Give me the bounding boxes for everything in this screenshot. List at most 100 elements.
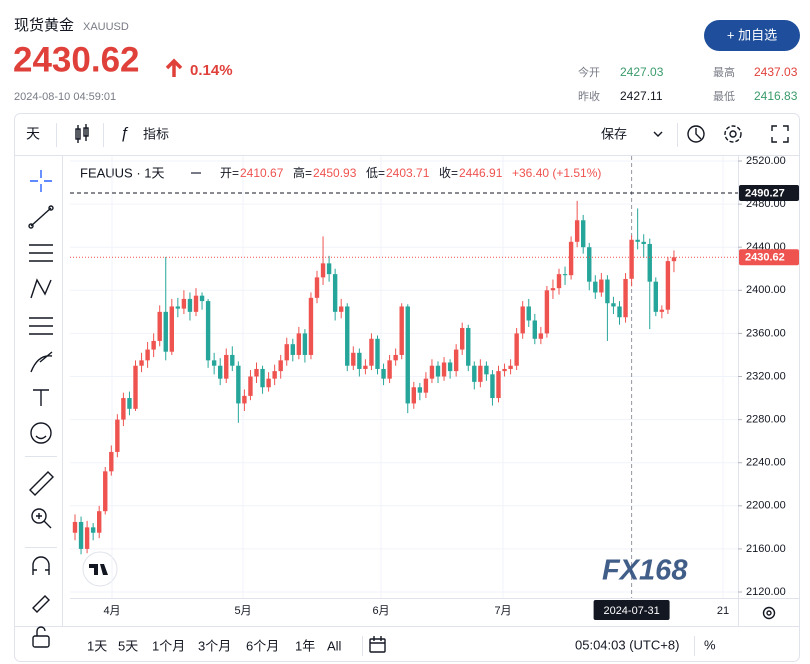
stat-label: 今开 bbox=[578, 65, 600, 79]
x-tick-label: 21 bbox=[717, 605, 729, 617]
candle-body bbox=[593, 281, 598, 293]
change: 0.14% bbox=[190, 62, 233, 79]
date-range-button[interactable] bbox=[369, 636, 386, 653]
range-button[interactable]: 6个月 bbox=[246, 638, 279, 653]
symbol: XAUUSD bbox=[83, 21, 129, 33]
candle-body bbox=[115, 419, 120, 452]
candle-body bbox=[97, 511, 102, 533]
watchlist-button[interactable] bbox=[704, 20, 800, 51]
candle-body bbox=[399, 306, 404, 355]
candle-body bbox=[211, 360, 217, 366]
y-tick-label: 2400.00 bbox=[746, 284, 786, 296]
candle-body bbox=[296, 333, 302, 355]
candle-body bbox=[254, 368, 259, 377]
range-button[interactable]: All bbox=[327, 638, 342, 653]
range-button[interactable]: 1年 bbox=[295, 638, 315, 653]
candle-body bbox=[484, 365, 489, 375]
candle-body bbox=[145, 349, 150, 361]
drawing-tools[interactable] bbox=[28, 170, 54, 648]
stat-value: 2427.03 bbox=[620, 65, 664, 79]
y-tick-label: 2320.00 bbox=[746, 370, 786, 382]
candle-body bbox=[387, 360, 392, 379]
axis-settings[interactable] bbox=[762, 606, 776, 620]
candle-body bbox=[496, 371, 501, 399]
watchlist-button-label[interactable]: + 加自选 bbox=[727, 27, 777, 42]
candle-body bbox=[339, 306, 344, 312]
candle-body bbox=[393, 354, 398, 361]
legend-label: 收= bbox=[439, 166, 458, 180]
candle-body bbox=[460, 328, 465, 350]
y-tick-label: 2520.00 bbox=[746, 155, 786, 167]
chart-type-button[interactable] bbox=[75, 124, 89, 143]
x-tick-label: 6月 bbox=[372, 605, 389, 617]
fullscreen-button[interactable] bbox=[771, 125, 789, 143]
candle-body bbox=[641, 241, 646, 244]
candle-body bbox=[260, 368, 265, 388]
logo-mark bbox=[89, 564, 108, 575]
candle-body bbox=[302, 333, 308, 355]
candle-body bbox=[453, 349, 459, 372]
indicators-button[interactable]: 指标 bbox=[143, 126, 169, 141]
stat-label: 最低 bbox=[713, 90, 735, 103]
range-button[interactable]: 3个月 bbox=[198, 638, 231, 653]
candle-body bbox=[526, 306, 531, 321]
y-tick-label: 2280.00 bbox=[746, 414, 786, 426]
price-label: 2430.62 bbox=[745, 252, 785, 264]
crosshair-date-box bbox=[593, 600, 670, 620]
candle-body bbox=[133, 365, 138, 409]
candle-body bbox=[659, 309, 665, 312]
legend-value: 2446.91 bbox=[459, 166, 503, 180]
percent-toggle[interactable]: % bbox=[704, 637, 716, 652]
save-button[interactable]: 保存 bbox=[601, 126, 627, 141]
candle-body bbox=[417, 387, 423, 393]
price: 2430.62 bbox=[13, 40, 140, 79]
x-tick-label: 4月 bbox=[103, 605, 120, 617]
candle-body bbox=[157, 311, 162, 341]
candle-body bbox=[574, 220, 580, 242]
save-menu[interactable] bbox=[653, 131, 663, 137]
candle-body bbox=[381, 368, 386, 379]
stat-value: 2427.11 bbox=[620, 89, 663, 103]
settings-button[interactable] bbox=[724, 125, 742, 143]
candle-body bbox=[284, 344, 289, 361]
crosshair-date: 2024-07-31 bbox=[603, 605, 659, 617]
interval-button[interactable]: 天 bbox=[26, 126, 40, 142]
stat-value: 2437.03 bbox=[754, 65, 798, 79]
candle-body bbox=[441, 362, 447, 377]
candle-body bbox=[671, 257, 677, 262]
candle-body bbox=[163, 311, 168, 352]
y-tick-label: 2200.00 bbox=[746, 500, 786, 512]
candle-body bbox=[224, 354, 229, 379]
candle-body bbox=[109, 451, 114, 472]
candle-body bbox=[314, 277, 320, 298]
candle-body bbox=[629, 239, 634, 279]
candle-body bbox=[369, 338, 374, 366]
price-label-box bbox=[739, 185, 799, 202]
candle-body bbox=[236, 365, 241, 404]
candle-body bbox=[587, 247, 592, 282]
candle-body bbox=[520, 306, 525, 334]
candle-body bbox=[151, 340, 156, 350]
candle-body bbox=[635, 239, 640, 242]
candle-body bbox=[617, 306, 622, 318]
replay-button[interactable] bbox=[687, 125, 705, 143]
candle-body bbox=[665, 261, 671, 310]
candle-body bbox=[248, 376, 253, 396]
candle-body bbox=[290, 344, 295, 355]
y-tick-label: 2120.00 bbox=[746, 586, 786, 598]
range-button[interactable]: 1天 bbox=[87, 638, 107, 653]
candle-body bbox=[139, 360, 144, 366]
candle-body bbox=[181, 298, 187, 309]
candle-body bbox=[508, 365, 513, 369]
legend-label: 低= bbox=[366, 166, 385, 180]
candle-body bbox=[466, 328, 471, 366]
range-button[interactable]: 1个月 bbox=[152, 638, 185, 653]
candle-body bbox=[363, 365, 368, 369]
candle-body bbox=[193, 295, 199, 312]
indicator-icon[interactable]: ƒ bbox=[120, 125, 129, 142]
range-button[interactable]: 5天 bbox=[118, 638, 138, 653]
candle-body bbox=[514, 333, 519, 366]
candle-body bbox=[326, 263, 332, 275]
candle-body bbox=[72, 521, 78, 533]
